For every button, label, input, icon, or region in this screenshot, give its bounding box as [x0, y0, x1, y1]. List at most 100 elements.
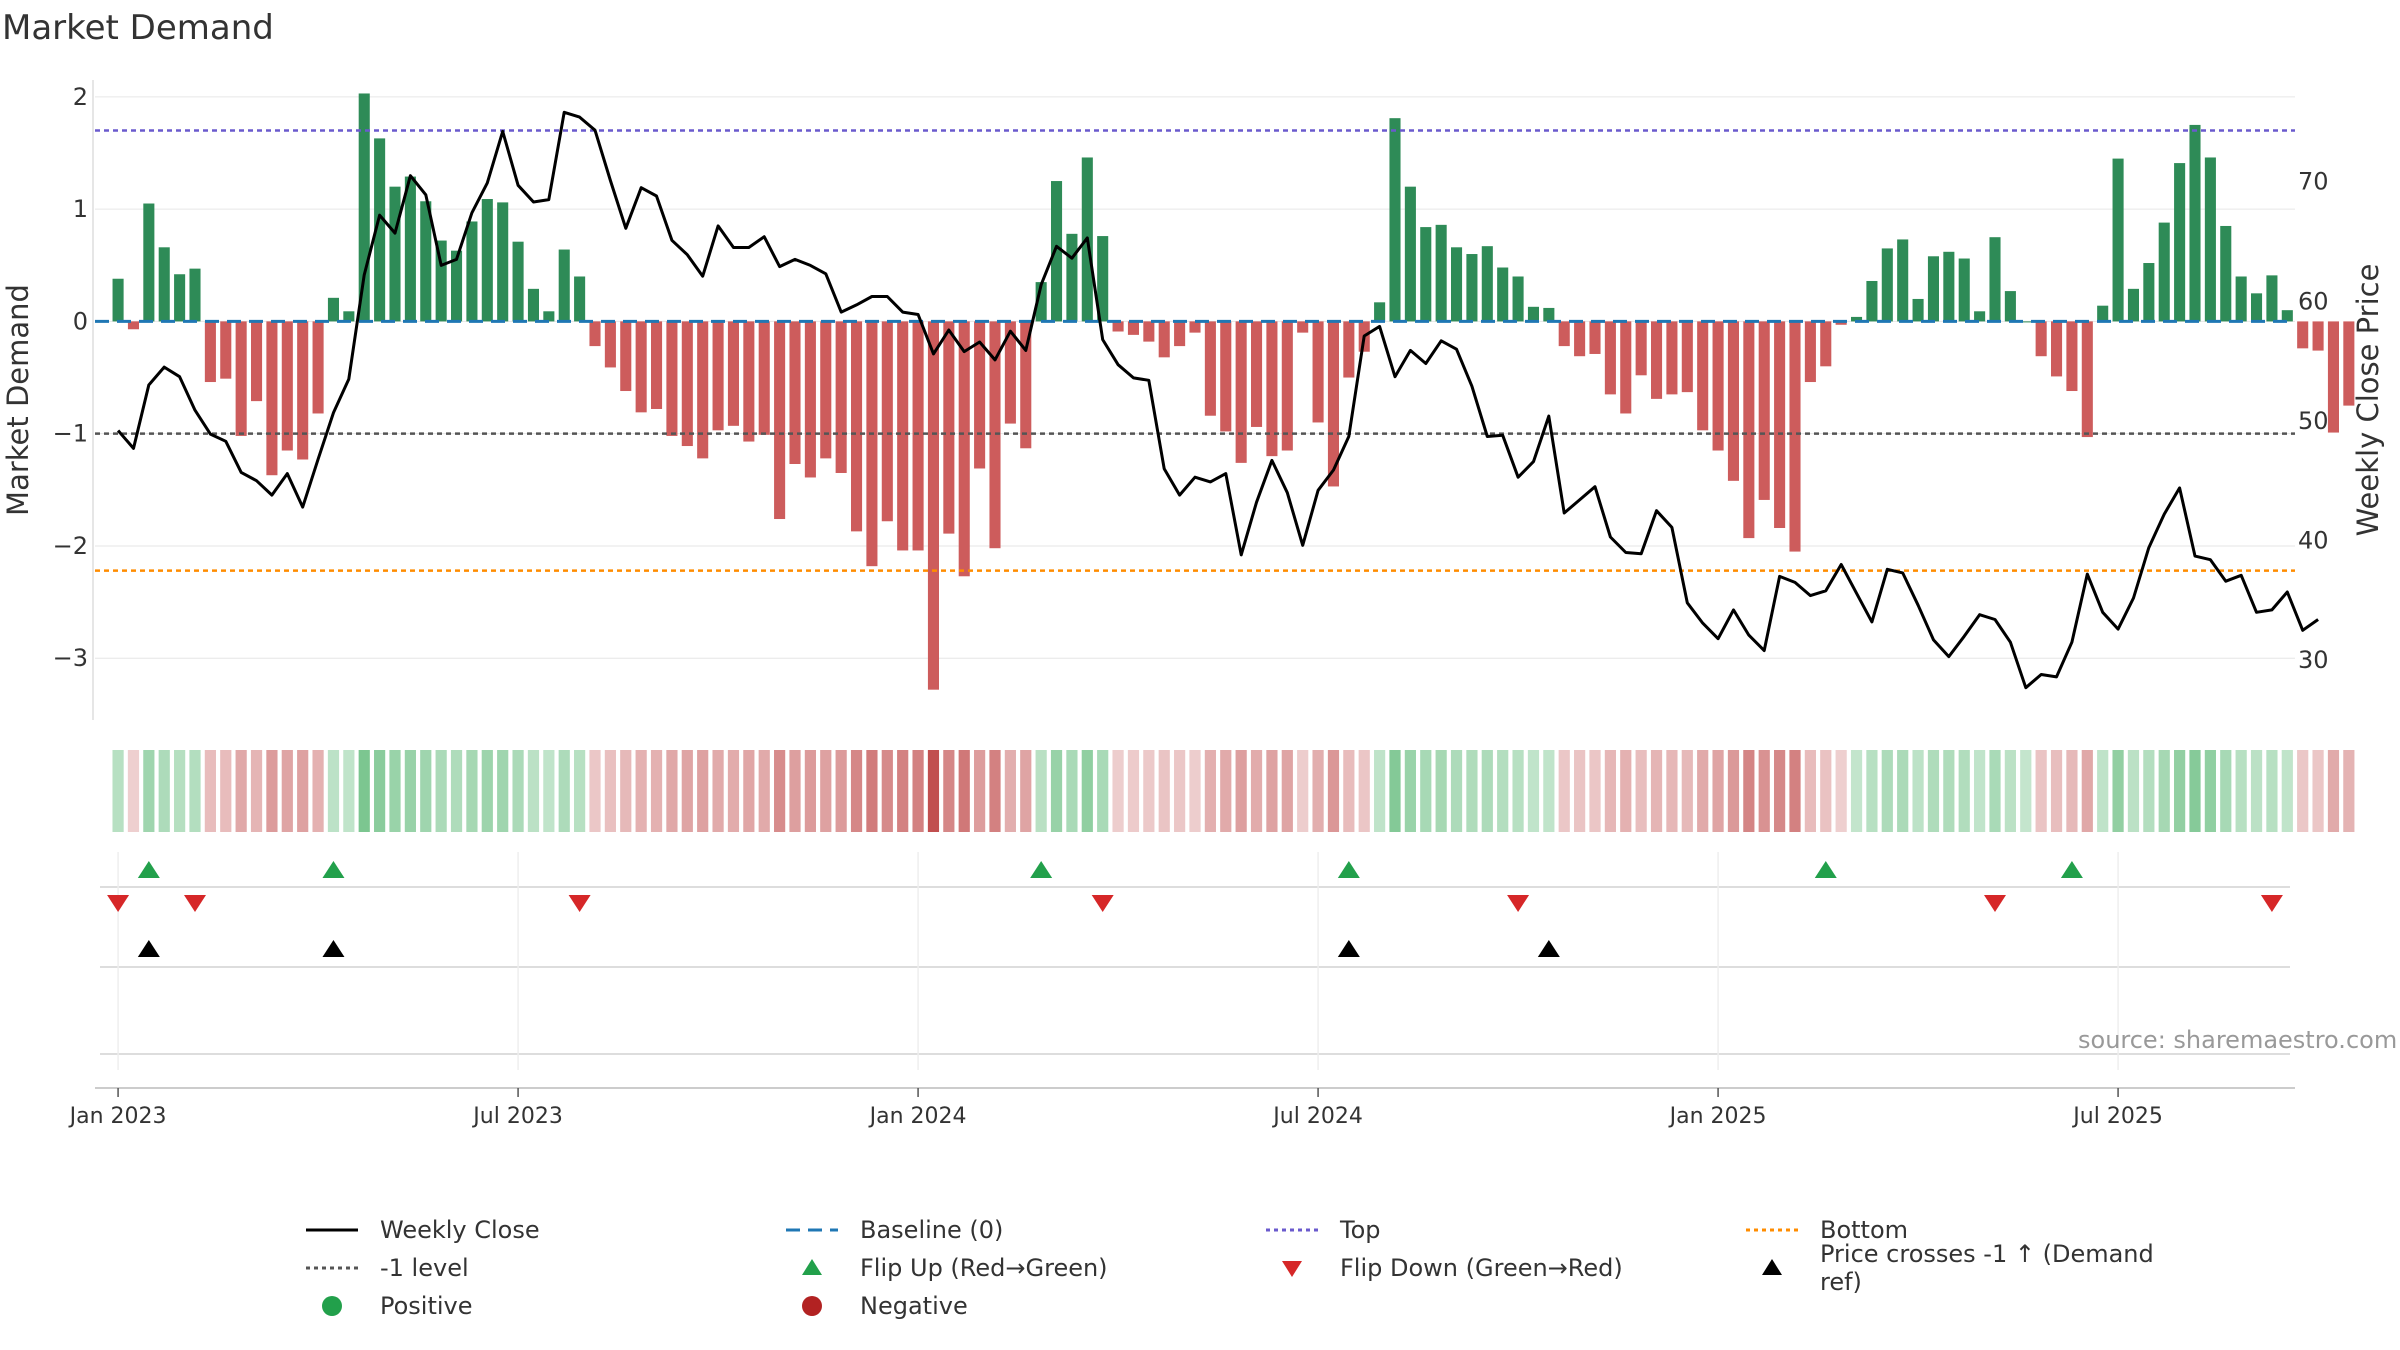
demand-bar	[1666, 321, 1678, 395]
demand-bar	[266, 321, 278, 476]
legend-weekly-close[interactable]: Weekly Close	[300, 1212, 540, 1248]
intensity-cell	[266, 750, 278, 832]
intensity-cell	[927, 750, 940, 832]
dotted-line-icon	[306, 1266, 358, 1270]
intensity-cell	[189, 750, 201, 832]
demand-bar	[1897, 239, 1909, 322]
intensity-cell	[1450, 750, 1463, 832]
intensity-cell	[1374, 750, 1386, 832]
flip-up-marker	[1337, 861, 1360, 878]
intensity-cell	[1189, 750, 1201, 832]
demand-bar	[174, 274, 186, 322]
demand-bar	[281, 321, 293, 451]
intensity-cell	[2250, 750, 2263, 832]
intensity-cell	[1527, 750, 1540, 832]
intensity-cell	[1127, 750, 1140, 832]
demand-bar	[1789, 321, 1801, 552]
flip-up-marker	[1814, 861, 1837, 878]
intensity-cell	[1435, 750, 1447, 832]
demand-bar	[2097, 305, 2109, 322]
intensity-cell	[1512, 750, 1524, 832]
flip-up-marker	[137, 861, 160, 878]
legend-label: Price crosses -1 ↑ (Demand ref)	[1820, 1240, 2154, 1296]
demand-bar	[2020, 321, 2032, 323]
x-tick-label: Jan 2023	[68, 1104, 167, 1129]
flip-down-marker	[568, 895, 591, 912]
demand-bar	[1374, 302, 1386, 322]
intensity-cell	[558, 750, 570, 832]
chart-title: Market Demand	[2, 8, 274, 48]
y-axis-title: Market Demand	[1, 284, 35, 516]
market-demand-chart: 2 1 0 −1 −2 −3 70 60 50 40 30 Market Demand Weekly C…	[1, 80, 2385, 1129]
demand-bar	[2066, 321, 2078, 392]
legend-positive[interactable]: Positive	[300, 1288, 473, 1324]
intensity-cell	[1650, 750, 1663, 832]
intensity-cell	[1881, 750, 1893, 832]
intensity-cell	[2174, 750, 2186, 832]
demand-bar	[2251, 293, 2263, 322]
intensity-cell	[989, 750, 1001, 832]
triangle-up-icon	[802, 1259, 822, 1275]
intensity-cell	[1820, 750, 1832, 832]
intensity-cell	[1420, 750, 1432, 832]
intensity-cell	[1020, 750, 1032, 832]
flip-down-marker	[2260, 895, 2283, 912]
legend-bottom[interactable]: Bottom	[1740, 1212, 1908, 1248]
intensity-cell	[312, 750, 324, 832]
demand-bar	[158, 247, 170, 322]
y-tick-label: 0	[73, 307, 88, 335]
legend-price-cross[interactable]: Price crosses -1 ↑ (Demand ref)	[1740, 1240, 2200, 1296]
intensity-cell	[820, 750, 832, 832]
legend-flip-up[interactable]: Flip Up (Red→Green)	[780, 1250, 1108, 1286]
demand-bar	[1620, 321, 1632, 414]
demand-bar	[681, 321, 693, 447]
demand-bar	[881, 321, 893, 522]
intensity-cell	[466, 750, 478, 832]
demand-bar	[2281, 310, 2293, 322]
legend-negative[interactable]: Negative	[780, 1288, 968, 1324]
intensity-cell	[527, 750, 540, 832]
price-cross-marker	[137, 940, 160, 957]
demand-bar	[651, 321, 663, 409]
demand-bar	[404, 176, 416, 322]
demand-bar	[866, 321, 878, 567]
intensity-cell	[943, 750, 955, 832]
intensity-cell	[2143, 750, 2155, 832]
demand-bar	[2220, 225, 2232, 322]
legend-label: Flip Up (Red→Green)	[860, 1254, 1108, 1282]
intensity-cell	[697, 750, 709, 832]
demand-bar	[235, 321, 247, 436]
legend-label: Weekly Close	[380, 1216, 540, 1244]
legend-baseline[interactable]: Baseline (0)	[780, 1212, 1003, 1248]
intensity-cell	[835, 750, 847, 832]
demand-bar	[1174, 321, 1186, 347]
demand-bar	[604, 321, 616, 368]
demand-bar	[789, 321, 801, 464]
intensity-cell	[435, 750, 447, 832]
intensity-cell	[2127, 750, 2140, 832]
intensity-cell	[2020, 750, 2032, 832]
demand-bar	[1435, 224, 1447, 322]
demand-bar	[374, 138, 386, 322]
intensity-cell	[143, 750, 155, 832]
intensity-cell	[2281, 750, 2293, 832]
demand-bar	[1681, 321, 1693, 393]
legend-top[interactable]: Top	[1260, 1212, 1381, 1248]
demand-bar	[204, 321, 216, 383]
demand-bar	[1712, 321, 1724, 451]
intensity-cell	[497, 750, 509, 832]
dashed-line-icon	[786, 1228, 838, 1232]
demand-bar	[712, 321, 724, 431]
y2-tick-label: 70	[2298, 168, 2329, 196]
demand-bar	[1204, 321, 1216, 416]
intensity-cell	[343, 750, 355, 832]
demand-bar	[2235, 276, 2247, 322]
legend-flip-down[interactable]: Flip Down (Green→Red)	[1260, 1250, 1623, 1286]
demand-bar	[1543, 307, 1555, 322]
demand-bar	[1235, 321, 1247, 463]
intensity-cell	[358, 750, 370, 832]
intensity-cell	[974, 750, 986, 832]
intensity-cell	[1281, 750, 1293, 832]
intensity-cell	[204, 750, 216, 832]
legend-minus-one-level[interactable]: -1 level	[300, 1250, 469, 1286]
